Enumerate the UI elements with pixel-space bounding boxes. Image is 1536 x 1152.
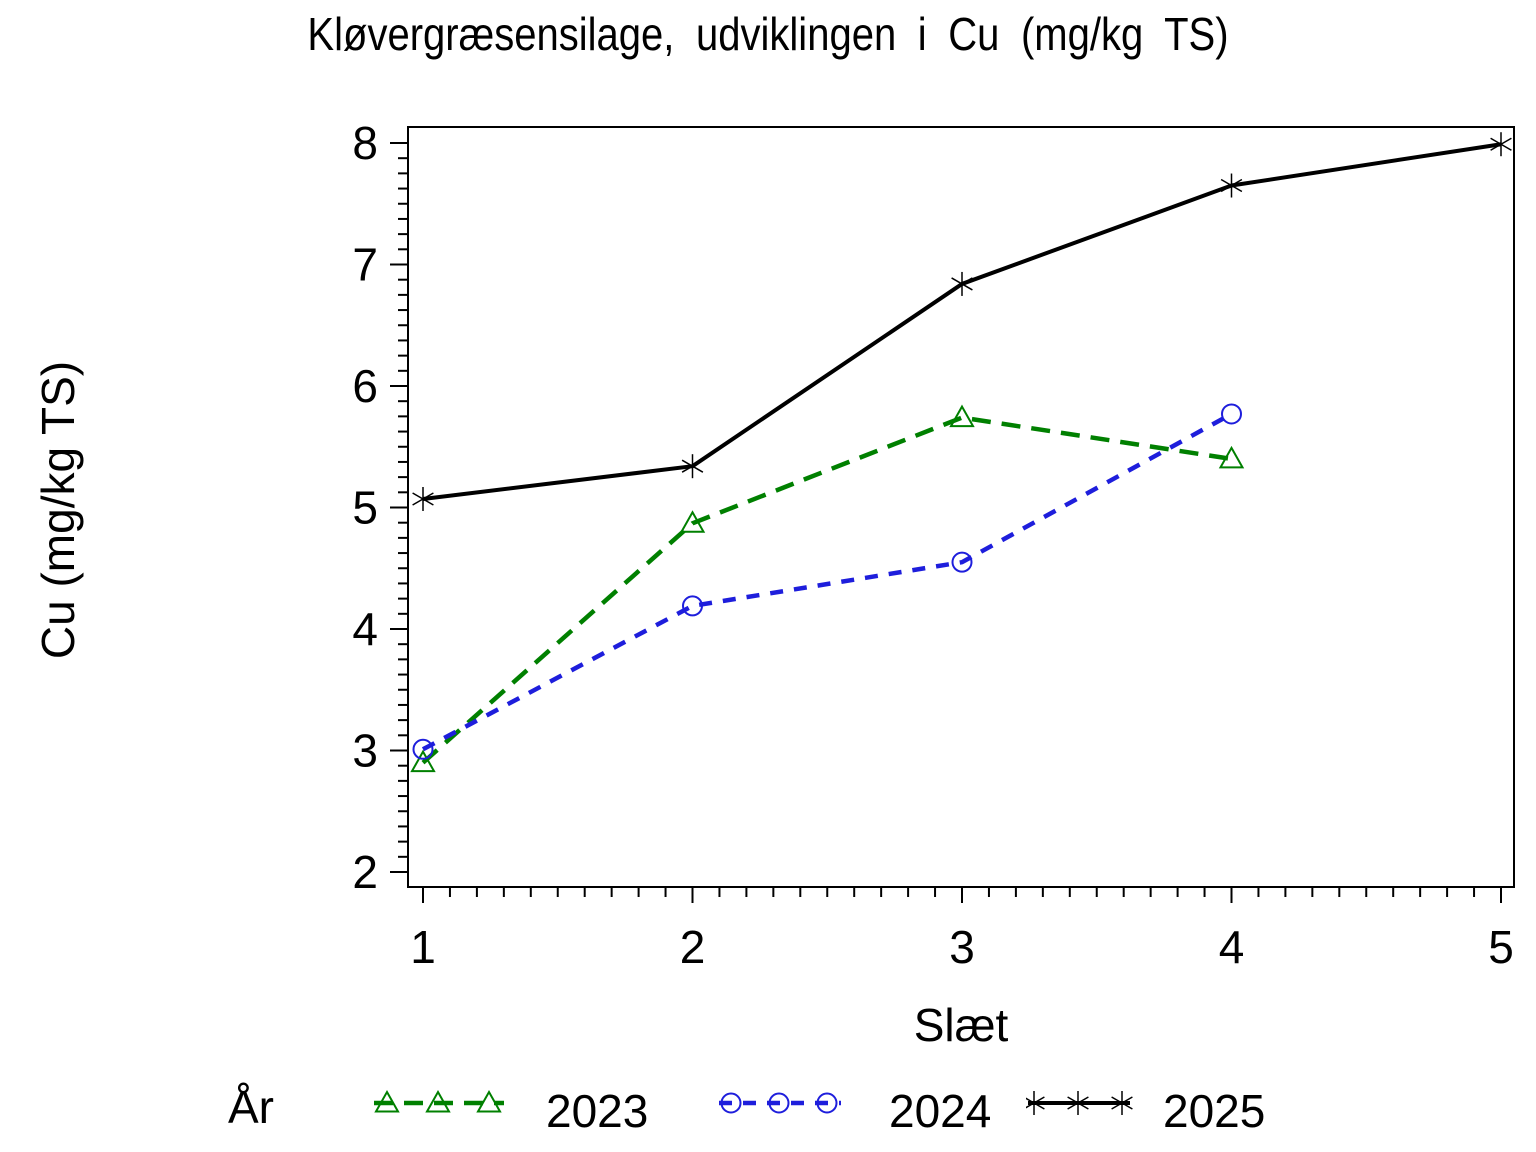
y-axis-ticks [390, 142, 408, 873]
x-tick-label: 3 [949, 921, 975, 973]
x-axis-ticks [422, 887, 1502, 903]
series-line-2024 [421, 411, 1233, 752]
y-tick-label: 4 [352, 603, 378, 655]
x-tick-label: 1 [410, 921, 436, 973]
y-tick-label: 5 [352, 482, 378, 534]
x-tick-label: 4 [1219, 921, 1245, 973]
series-line-2025 [422, 142, 1502, 501]
y-tick-label: 3 [352, 725, 378, 777]
x-tick-label: 5 [1488, 921, 1514, 973]
y-tick-label: 7 [352, 239, 378, 291]
series-2024 [412, 403, 1242, 760]
series-line-2023 [421, 415, 1232, 765]
x-axis-title: Slæt [913, 999, 1009, 1051]
x-tick-label: 2 [680, 921, 706, 973]
y-tick-label: 6 [352, 360, 378, 412]
plot-frame [407, 126, 1515, 888]
series-2025 [412, 132, 1512, 511]
series-2023 [410, 404, 1245, 773]
y-tick-label: 8 [352, 117, 378, 169]
x-tick-labels: 1 2 3 4 5 [410, 921, 1514, 973]
y-tick-label: 2 [352, 846, 378, 898]
y-axis-title: Cu (mg/kg TS) [32, 360, 84, 660]
chart-title: Kløvergræsensilage, udviklingen i Cu (mg… [307, 8, 1229, 60]
plot-frame-group [407, 126, 1515, 888]
y-tick-labels: 2 3 4 5 6 7 8 [352, 117, 378, 898]
